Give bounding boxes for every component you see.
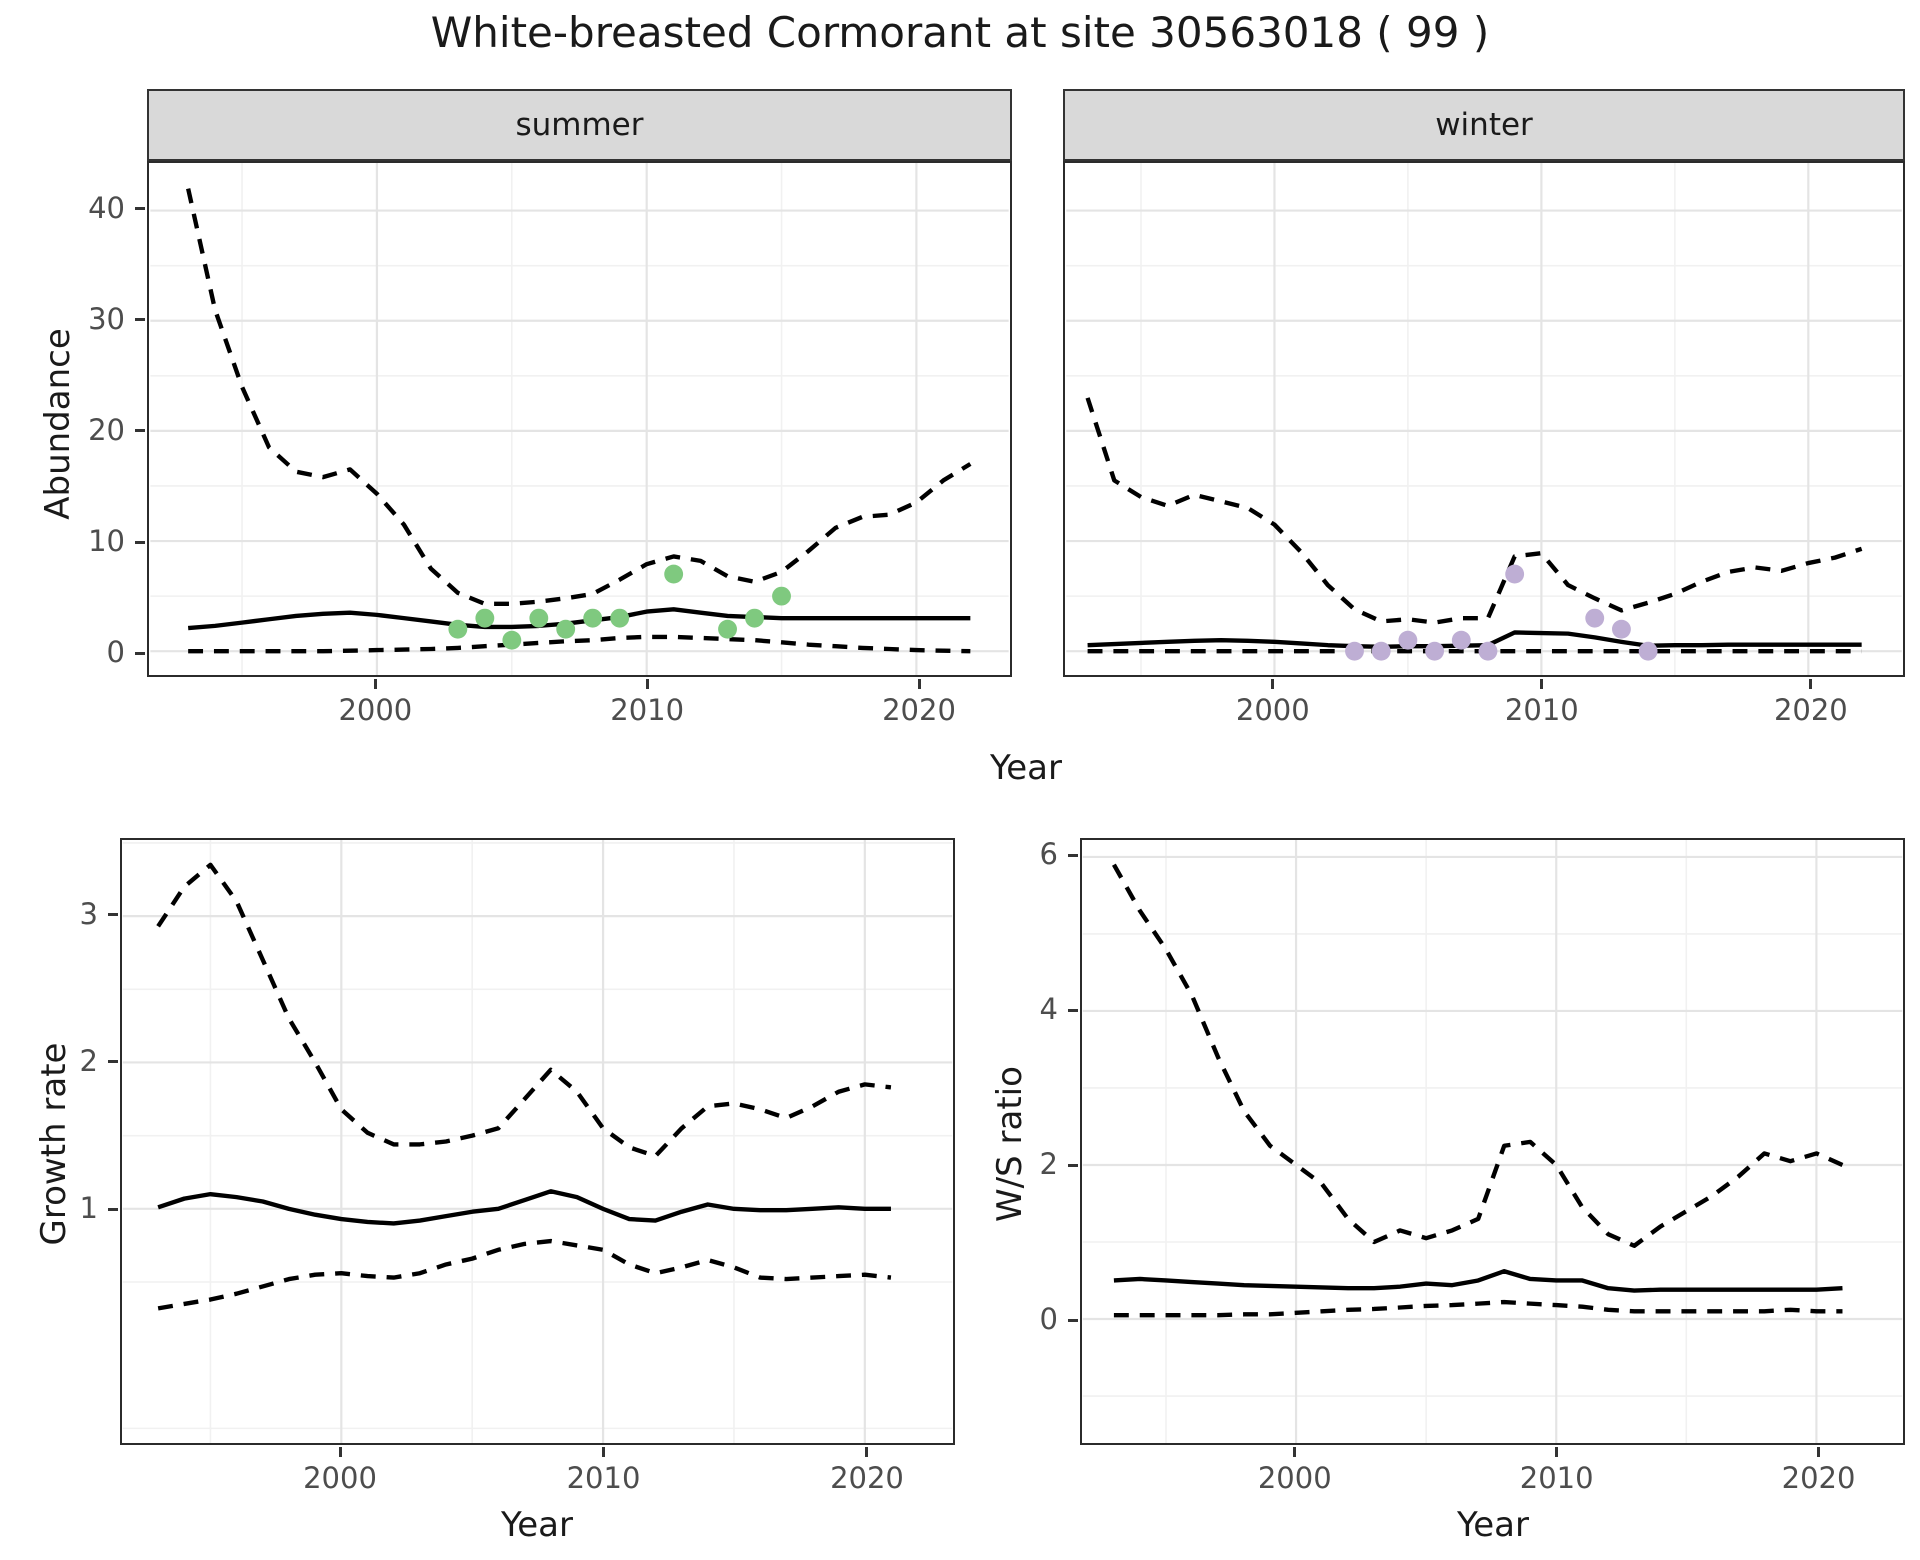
x-tick-label: 2010 bbox=[566, 1461, 641, 1495]
x-tick-mark bbox=[1271, 679, 1275, 689]
y-axis-title-ws-ratio: W/S ratio bbox=[990, 1066, 1030, 1222]
y-tick-mark bbox=[108, 913, 118, 917]
data-point-observed-counts-summer bbox=[610, 608, 630, 628]
y-tick-mark bbox=[108, 1060, 118, 1064]
y-tick-mark bbox=[135, 207, 145, 211]
series-line-lower_95ci bbox=[1113, 1299, 1843, 1318]
y-tick-mark bbox=[108, 1207, 118, 1211]
y-tick-mark bbox=[1068, 1008, 1078, 1012]
x-tick-label: 2020 bbox=[1773, 693, 1848, 727]
data-point-observed-counts-winter bbox=[1371, 641, 1391, 661]
data-point-observed-counts-summer bbox=[745, 608, 764, 628]
x-tick-mark bbox=[917, 679, 921, 689]
panel-growth-rate bbox=[120, 838, 955, 1445]
chart-title: White-breasted Cormorant at site 3056301… bbox=[430, 8, 1490, 57]
x-tick-label: 2010 bbox=[610, 693, 685, 727]
data-point-observed-counts-summer bbox=[529, 608, 549, 628]
series-line-mean bbox=[157, 1189, 891, 1226]
data-point-observed-counts-winter bbox=[1398, 630, 1418, 650]
y-tick-label: 0 bbox=[1039, 1302, 1058, 1337]
series-line-upper_95ci bbox=[1112, 863, 1844, 1248]
data-point-observed-counts-winter bbox=[1425, 641, 1445, 661]
facet-strip-winter-label: winter bbox=[1435, 107, 1533, 143]
y-tick-label: 30 bbox=[88, 301, 125, 336]
y-tick-label: 0 bbox=[106, 635, 125, 670]
data-point-observed-counts-summer bbox=[718, 619, 737, 639]
panel-abundance-winter bbox=[1063, 161, 1905, 677]
series-line-lower_95ci bbox=[157, 1238, 892, 1311]
y-tick-mark bbox=[1068, 1318, 1078, 1322]
x-tick-label: 2000 bbox=[1235, 693, 1310, 727]
series-line-mean bbox=[1113, 1269, 1843, 1293]
y-tick-label: 2 bbox=[79, 1043, 98, 1078]
x-tick-label: 2010 bbox=[1519, 1461, 1594, 1495]
series-line-upper_95ci bbox=[186, 188, 972, 607]
data-point-observed-counts-winter bbox=[1478, 641, 1498, 661]
y-tick-label: 2 bbox=[1039, 1147, 1058, 1182]
y-tick-mark bbox=[135, 318, 145, 322]
data-point-observed-counts-summer bbox=[664, 564, 684, 584]
panel-ws-ratio bbox=[1080, 838, 1905, 1445]
data-point-observed-counts-summer bbox=[475, 608, 495, 628]
series-line-mean bbox=[1087, 630, 1862, 650]
y-tick-label: 40 bbox=[88, 190, 125, 225]
series-line-mean bbox=[187, 607, 971, 631]
panel-abundance-summer bbox=[147, 161, 1012, 677]
x-tick-mark bbox=[1555, 1447, 1559, 1457]
x-tick-label: 2000 bbox=[338, 693, 413, 727]
x-tick-label: 2020 bbox=[882, 693, 956, 727]
series-line-upper_95ci bbox=[156, 862, 892, 1159]
x-tick-mark bbox=[1540, 679, 1544, 689]
y-tick-mark bbox=[135, 540, 145, 544]
series-line-lower_95ci bbox=[188, 634, 971, 654]
y-tick-label: 3 bbox=[79, 896, 98, 931]
x-tick-mark bbox=[602, 1447, 605, 1457]
facet-strip-summer-label: summer bbox=[515, 107, 644, 143]
facet-strip-summer: summer bbox=[147, 89, 1012, 161]
x-tick-label: 2000 bbox=[1257, 1461, 1332, 1495]
data-point-observed-counts-summer bbox=[772, 586, 791, 606]
x-tick-label: 2020 bbox=[1781, 1461, 1856, 1495]
y-tick-label: 10 bbox=[88, 524, 125, 558]
y-tick-label: 20 bbox=[88, 412, 125, 447]
data-point-observed-counts-winter bbox=[1585, 608, 1605, 628]
y-tick-label: 6 bbox=[1039, 837, 1058, 872]
x-tick-label: 2010 bbox=[1504, 693, 1579, 727]
y-tick-mark bbox=[135, 429, 145, 433]
data-point-observed-counts-summer bbox=[502, 630, 522, 650]
x-tick-mark bbox=[373, 679, 377, 689]
x-tick-label: 2000 bbox=[303, 1461, 377, 1495]
x-tick-mark bbox=[645, 679, 649, 689]
series-line-upper_95ci bbox=[1085, 397, 1863, 625]
y-tick-mark bbox=[135, 651, 145, 655]
data-point-observed-counts-winter bbox=[1345, 641, 1364, 661]
data-point-observed-counts-summer bbox=[583, 608, 603, 628]
x-axis-title-top: Year bbox=[990, 748, 1062, 788]
data-point-observed-counts-winter bbox=[1451, 630, 1471, 650]
y-tick-mark bbox=[1068, 853, 1078, 857]
x-tick-mark bbox=[1817, 1447, 1821, 1457]
x-tick-mark bbox=[865, 1447, 869, 1457]
facet-strip-winter: winter bbox=[1063, 89, 1905, 161]
data-point-observed-counts-winter bbox=[1638, 641, 1658, 661]
x-axis-title-bottom-left: Year bbox=[501, 1505, 573, 1545]
data-point-observed-counts-summer bbox=[448, 619, 468, 639]
x-tick-mark bbox=[1293, 1447, 1297, 1457]
x-tick-mark bbox=[338, 1447, 342, 1457]
y-tick-label: 4 bbox=[1039, 992, 1058, 1027]
y-tick-label: 1 bbox=[79, 1191, 98, 1226]
data-point-observed-counts-summer bbox=[556, 619, 576, 639]
data-point-observed-counts-winter bbox=[1505, 564, 1525, 584]
x-tick-label: 2020 bbox=[830, 1461, 904, 1495]
data-point-observed-counts-winter bbox=[1612, 619, 1631, 639]
x-axis-title-bottom-right: Year bbox=[1457, 1505, 1529, 1545]
y-tick-mark bbox=[1068, 1163, 1078, 1167]
x-tick-mark bbox=[1809, 679, 1813, 689]
